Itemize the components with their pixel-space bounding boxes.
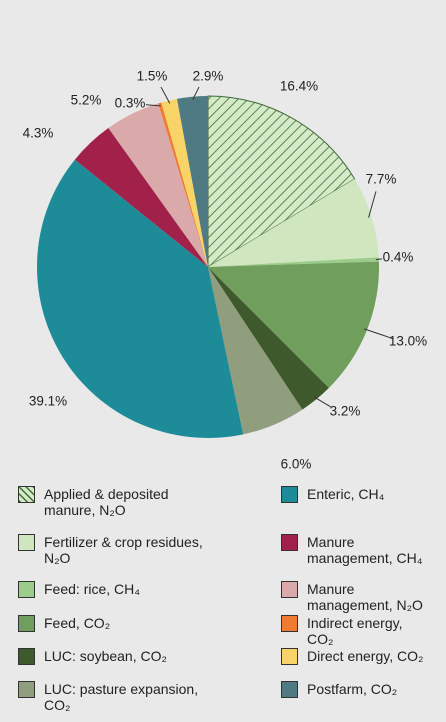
data-label: 2.9% xyxy=(193,69,224,84)
pie-slice xyxy=(208,179,379,267)
pie-slice xyxy=(208,267,303,435)
legend-swatch xyxy=(18,615,35,632)
data-label: 0.3% xyxy=(115,96,146,111)
leader-line xyxy=(160,86,171,104)
legend-label: Enteric, CH₄ xyxy=(307,486,385,502)
legend-item: Manure management, N₂O xyxy=(281,581,439,613)
legend-swatch xyxy=(281,681,298,698)
pie-slice xyxy=(208,267,329,410)
legend-swatch xyxy=(18,534,35,551)
legend-item: Feed: rice, CH₄ xyxy=(18,581,218,598)
legend-item: Fertilizer & crop residues, N₂O xyxy=(18,534,218,566)
leader-line xyxy=(368,191,377,218)
data-label: 4.3% xyxy=(23,126,54,141)
legend-item: Applied & deposited manure, N₂O xyxy=(18,486,218,518)
legend-item: Postfarm, CO₂ xyxy=(281,681,439,698)
legend-label: Direct energy, CO₂ xyxy=(307,648,424,664)
data-label: 6.0% xyxy=(281,457,312,470)
data-label: 16.4% xyxy=(280,79,318,94)
data-label: 39.1% xyxy=(29,394,67,409)
legend-label: Feed, CO₂ xyxy=(44,615,111,631)
pie-chart: 16.4% 7.7% 0.4% 13.0% 3.2% 6.0% 39.1% 4.3% 5.2% 0… xyxy=(23,69,428,470)
legend-label: Feed: rice, CH₄ xyxy=(44,581,140,597)
leader-line xyxy=(314,396,331,408)
legend-label: LUC: pasture expansion, CO₂ xyxy=(44,681,199,713)
legend-label: LUC: soybean, CO₂ xyxy=(44,648,167,664)
pie-slice xyxy=(37,159,244,438)
data-label: 13.0% xyxy=(389,334,427,349)
pie-slice xyxy=(207,95,356,268)
leader-line xyxy=(192,86,200,100)
pie-slice xyxy=(161,98,208,267)
legend-swatch xyxy=(18,486,35,503)
legend-swatch xyxy=(281,648,298,665)
legend-item: Direct energy, CO₂ xyxy=(281,648,439,665)
data-label: 0.4% xyxy=(383,250,414,265)
legend-label: Postfarm, CO₂ xyxy=(307,681,398,697)
legend-swatch xyxy=(281,486,298,503)
pie-slice xyxy=(177,96,208,267)
legend-label: Manure management, N₂O xyxy=(307,581,423,613)
legend-label: Indirect energy, CO₂ xyxy=(307,615,403,647)
pie-slice xyxy=(74,128,208,267)
data-label: 1.5% xyxy=(137,69,168,84)
legend-item: Manure management, CH₄ xyxy=(281,534,439,566)
legend-item: LUC: soybean, CO₂ xyxy=(18,648,218,665)
data-label: 3.2% xyxy=(330,404,361,419)
leader-line xyxy=(364,328,393,340)
pie-slice xyxy=(208,261,379,388)
data-label: 7.7% xyxy=(366,172,397,187)
legend-label: Fertilizer & crop residues, N₂O xyxy=(44,534,203,566)
legend-item: LUC: pasture expansion, CO₂ xyxy=(18,681,218,713)
legend-swatch xyxy=(281,581,298,598)
legend-item: Feed, CO₂ xyxy=(18,615,218,632)
legend-swatch xyxy=(18,681,35,698)
data-label: 5.2% xyxy=(71,93,102,108)
legend-label: Manure management, CH₄ xyxy=(307,534,423,566)
legend-swatch xyxy=(18,648,35,665)
legend-item: Enteric, CH₄ xyxy=(281,486,439,503)
pie-slice xyxy=(208,257,379,267)
legend-item: Indirect energy, CO₂ xyxy=(281,615,439,647)
legend-swatch xyxy=(18,581,35,598)
pie-slice xyxy=(158,102,208,267)
leader-line xyxy=(375,258,383,261)
leader-line xyxy=(145,104,161,107)
pie-slice xyxy=(108,103,208,267)
legend-swatch xyxy=(281,534,298,551)
legend-swatch xyxy=(281,615,298,632)
legend-label: Applied & deposited manure, N₂O xyxy=(44,486,169,518)
